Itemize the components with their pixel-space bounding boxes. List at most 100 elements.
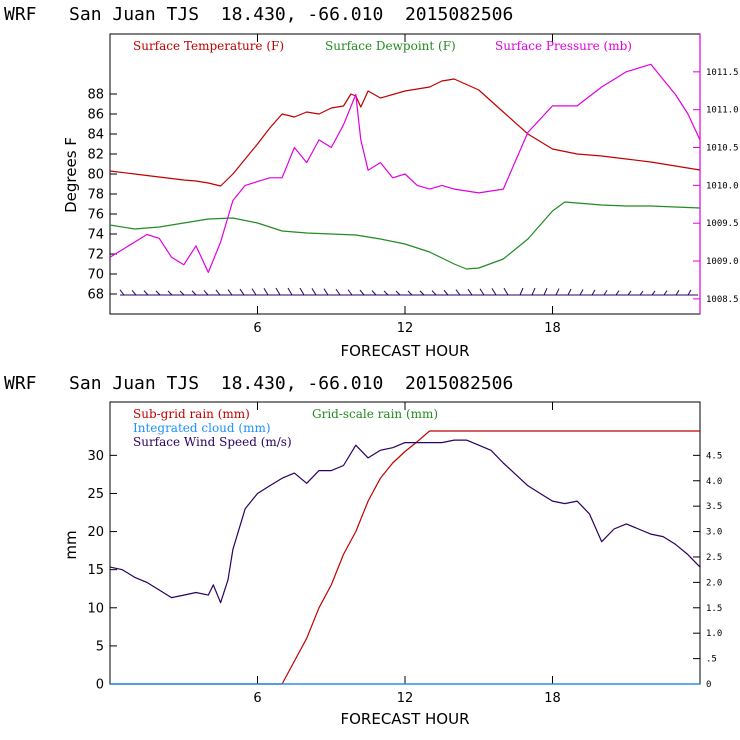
wind-barb — [419, 290, 425, 296]
wind-barb — [531, 287, 536, 296]
wind-barb — [191, 290, 197, 296]
y2-tick-label: 1008.5 — [706, 295, 739, 305]
wind-barb — [119, 289, 125, 296]
wind-barb — [675, 290, 680, 296]
wind-barb — [371, 290, 377, 296]
wind-barb — [347, 289, 353, 296]
legend-entry: Sub-grid rain (mm) — [133, 407, 250, 421]
y2-tick-label: 2.0 — [706, 578, 722, 588]
y-tick-label: 86 — [87, 108, 104, 123]
y-tick-label: 20 — [87, 525, 104, 540]
y2-tick-label: 1011.0 — [706, 106, 739, 116]
wind-barb — [407, 290, 413, 296]
wind-barb — [603, 290, 608, 296]
wind-barb — [491, 288, 497, 296]
wind-barb — [131, 289, 137, 296]
series-line-2 — [109, 63, 701, 273]
y2-tick-label: 0 — [706, 680, 711, 690]
bottom-x-axis-label: FORECAST HOUR — [340, 710, 469, 728]
y-tick-label: 82 — [87, 148, 104, 163]
wind-barb — [335, 288, 341, 296]
wind-barb — [395, 290, 401, 296]
top-axes: 6 12 18 68 70 72 74 76 78 80 82 84 86 88 1008.5 1009.0 1… — [87, 34, 739, 336]
wind-barb — [579, 289, 584, 296]
top-chart-title: WRF San Juan TJS 18.430, -66.010 2015082… — [4, 4, 513, 25]
legend-entry: Grid-scale rain (mm) — [312, 407, 438, 421]
wind-barb — [203, 290, 209, 296]
y-tick-label: 78 — [87, 188, 104, 203]
y-tick-label: 76 — [87, 208, 104, 223]
x-tick-label: 18 — [544, 691, 561, 706]
y-tick-label: 10 — [87, 601, 104, 616]
series-line-0 — [109, 78, 701, 187]
wind-barb — [467, 288, 473, 296]
y2-tick-label: 3.5 — [706, 502, 722, 512]
series-line-1 — [109, 201, 701, 270]
legend-entry: Surface Dewpoint (F) — [325, 39, 456, 53]
series-line-0 — [110, 430, 700, 685]
y2-tick-label: 2.5 — [706, 553, 722, 563]
y-tick-label: 0 — [96, 678, 104, 693]
y-tick-label: 74 — [87, 228, 104, 243]
top-legend: Surface Temperature (F) Surface Dewpoint … — [133, 39, 632, 53]
wind-barb — [251, 288, 257, 296]
legend-entry: Surface Pressure (mb) — [495, 39, 632, 53]
wind-barb — [299, 287, 305, 296]
wind-barb — [591, 289, 596, 296]
legend-entry: Integrated cloud (mm) — [133, 421, 271, 435]
y2-tick-label: 3.0 — [706, 528, 722, 538]
wind-barb — [543, 288, 548, 296]
y-tick-label: 72 — [87, 248, 104, 263]
bottom-chart-title: WRF San Juan TJS 18.430, -66.010 2015082… — [4, 373, 513, 394]
bottom-y-axis-label: mm — [62, 530, 80, 559]
wind-barb — [179, 290, 185, 296]
wind-barb — [503, 287, 509, 296]
wind-barb — [167, 290, 173, 296]
y-tick-label: 30 — [87, 449, 104, 464]
wind-barb — [651, 290, 656, 296]
wind-barb — [359, 289, 365, 296]
top-x-axis-label: FORECAST HOUR — [340, 342, 469, 360]
wind-barb — [287, 287, 293, 296]
wind-barb — [215, 289, 221, 296]
bottom-series — [109, 430, 701, 685]
wind-barb — [567, 288, 572, 296]
wind-barb-row — [119, 287, 698, 296]
wind-barb — [311, 288, 317, 296]
x-tick-label: 12 — [397, 321, 414, 336]
legend-entry: Surface Wind Speed (m/s) — [133, 435, 292, 449]
y2-tick-label: 1010.5 — [706, 144, 739, 154]
wind-barb — [663, 290, 668, 296]
x-tick-label: 18 — [544, 321, 561, 336]
y2-tick-label: 1009.5 — [706, 219, 739, 229]
y2-tick-label: 4.0 — [706, 477, 722, 487]
wind-barb — [239, 288, 245, 296]
wind-barb — [275, 287, 281, 296]
top-series — [109, 63, 701, 273]
x-tick-label: 12 — [397, 691, 414, 706]
wind-barb — [615, 290, 620, 296]
y2-tick-label: 1011.5 — [706, 68, 739, 78]
y-tick-label: 5 — [96, 639, 104, 654]
y2-tick-label: 1.5 — [706, 604, 722, 614]
y-tick-label: 80 — [87, 168, 104, 183]
y-tick-label: 88 — [87, 88, 104, 103]
legend-entry: Surface Temperature (F) — [133, 39, 284, 53]
y2-tick-label: 1009.0 — [706, 257, 739, 267]
y2-tick-label: .5 — [706, 655, 717, 665]
y-tick-label: 25 — [87, 487, 104, 502]
bottom-axes: 6 12 18 0 5 10 15 20 25 30 0 .5 1.0 1.5 2.0 2.5 3.0 3.5 4.… — [87, 402, 722, 706]
wind-barb — [639, 290, 644, 296]
wind-barb — [227, 289, 233, 296]
y-tick-label: 68 — [87, 288, 104, 303]
wind-barb — [627, 290, 632, 296]
wind-barb — [455, 289, 461, 296]
wind-barb — [431, 290, 437, 296]
x-tick-label: 6 — [253, 321, 261, 336]
wind-barb — [263, 288, 269, 296]
y-tick-label: 70 — [87, 268, 104, 283]
y2-tick-label: 4.5 — [706, 451, 722, 461]
wind-barb — [519, 287, 524, 296]
y2-tick-label: 1.0 — [706, 629, 722, 639]
